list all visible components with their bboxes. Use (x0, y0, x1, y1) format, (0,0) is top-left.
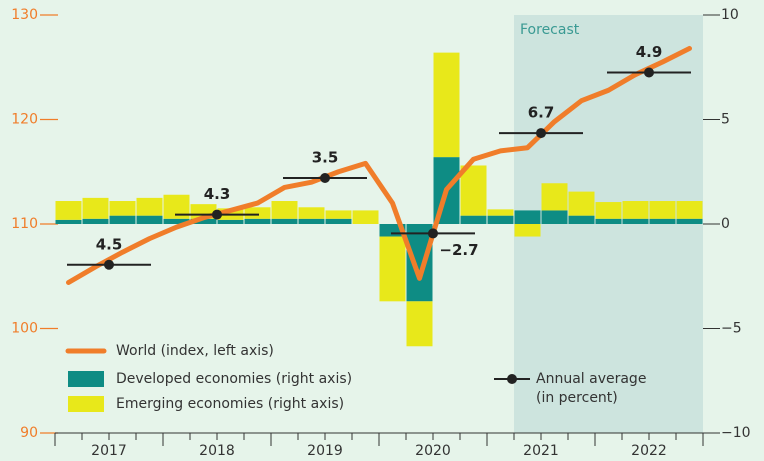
bar (244, 207, 271, 219)
bar (649, 218, 676, 224)
y2-tick-label: 10 (721, 7, 739, 23)
bar (271, 218, 298, 224)
y2-tick-label: 0 (721, 216, 730, 232)
bar (217, 219, 244, 224)
forecast-label: Forecast (520, 22, 580, 38)
y2-tick-label: −5 (721, 321, 742, 337)
annual-average-dot (644, 67, 654, 78)
bar (271, 201, 298, 219)
legend-swatch-dot (507, 374, 517, 384)
bar (406, 301, 433, 347)
bar (595, 218, 622, 224)
y-tick-label: 100 (11, 321, 38, 337)
bar (55, 219, 82, 224)
bar (649, 201, 676, 219)
bar (136, 215, 163, 224)
bar (460, 165, 487, 216)
y-tick-label: 130 (11, 7, 38, 23)
legend-label: World (index, left axis) (116, 343, 274, 359)
bar (325, 210, 352, 219)
x-tick-label: 2022 (631, 443, 667, 459)
bar (352, 210, 379, 224)
bar (136, 197, 163, 216)
annual-average-dot (104, 259, 114, 270)
legend-label: Emerging economies (right axis) (116, 396, 344, 412)
line (66, 45, 692, 286)
annual-average-dot (320, 173, 330, 184)
bar (298, 218, 325, 224)
annual-growth-label: 6.7 (528, 104, 555, 122)
annual-growth-label: −2.7 (439, 241, 478, 259)
bar (82, 197, 109, 219)
bar (568, 215, 595, 224)
bar (676, 218, 703, 224)
x-tick-label: 2017 (91, 443, 127, 459)
bar (325, 218, 352, 224)
bar (55, 201, 82, 220)
bar (676, 201, 703, 219)
bar (244, 218, 271, 224)
x-tick-label: 2018 (199, 443, 235, 459)
x-tick-label: 2020 (415, 443, 451, 459)
bar (109, 201, 136, 216)
y-tick-label: 110 (11, 216, 38, 232)
bar (487, 209, 514, 216)
bar (568, 191, 595, 216)
bar (541, 183, 568, 211)
y2-tick-label: −10 (721, 425, 751, 441)
annual-average-dot (428, 228, 438, 239)
bar (595, 202, 622, 219)
bar (514, 210, 541, 224)
y-tick-label: 120 (11, 112, 38, 128)
bar (514, 224, 541, 237)
legend-swatch (68, 396, 104, 412)
bar (460, 215, 487, 224)
annual-average-dot (212, 209, 222, 220)
bar (541, 210, 568, 224)
bar (406, 224, 433, 302)
legend-label: Annual average (536, 371, 646, 387)
bar (298, 207, 325, 219)
annual-growth-label: 3.5 (312, 149, 339, 167)
y-tick-label: 90 (20, 425, 38, 441)
legend-swatch (68, 371, 104, 387)
bar (433, 52, 460, 158)
bar (109, 215, 136, 224)
annual-growth-label: 4.5 (96, 235, 123, 253)
legend-label: (in percent) (536, 390, 618, 406)
bar (190, 218, 217, 224)
bar (487, 215, 514, 224)
bar (82, 218, 109, 224)
x-tick-label: 2019 (307, 443, 343, 459)
bar (622, 218, 649, 224)
bar (622, 201, 649, 219)
bar (163, 218, 190, 224)
annual-growth-label: 4.3 (204, 185, 231, 203)
annual-growth-label: 4.9 (636, 43, 663, 61)
x-tick-label: 2021 (523, 443, 559, 459)
annual-average-dot (536, 128, 546, 139)
y2-tick-label: 5 (721, 112, 730, 128)
bar (379, 236, 406, 302)
legend-label: Developed economies (right axis) (116, 371, 352, 387)
